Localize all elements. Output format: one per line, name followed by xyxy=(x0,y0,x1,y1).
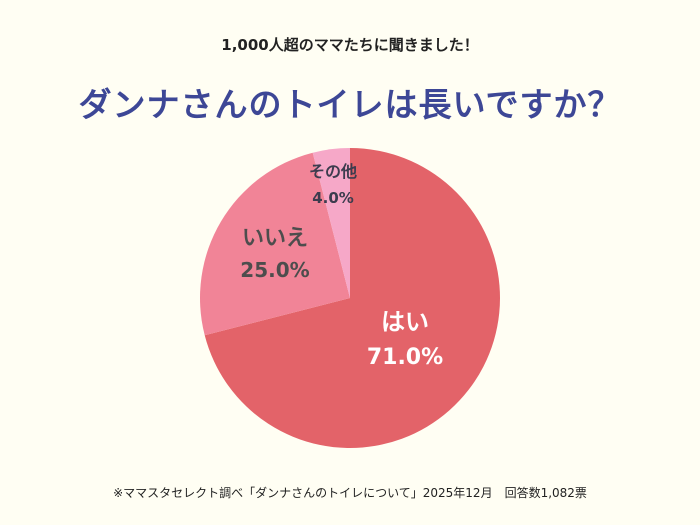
slice-label: その他 xyxy=(309,162,357,181)
slice-label: いいえ xyxy=(242,226,308,251)
slice-value: 25.0% xyxy=(240,258,309,282)
subtitle: 1,000人超のママたちに聞きました！ xyxy=(221,36,479,54)
slice-value: 4.0% xyxy=(312,189,354,207)
slice-value: 71.0% xyxy=(367,345,443,370)
pie-slice-0 xyxy=(204,148,500,449)
pie-slice-1 xyxy=(200,152,350,336)
chart-title: ダンナさんのトイレは長いですか？ xyxy=(78,85,622,124)
footnote: ※ママスタセレクト調べ「ダンナさんのトイレについて」2025年12月 回答数1,… xyxy=(113,486,587,500)
slice-label: はい xyxy=(381,308,429,336)
pie-slice-2 xyxy=(312,148,350,298)
